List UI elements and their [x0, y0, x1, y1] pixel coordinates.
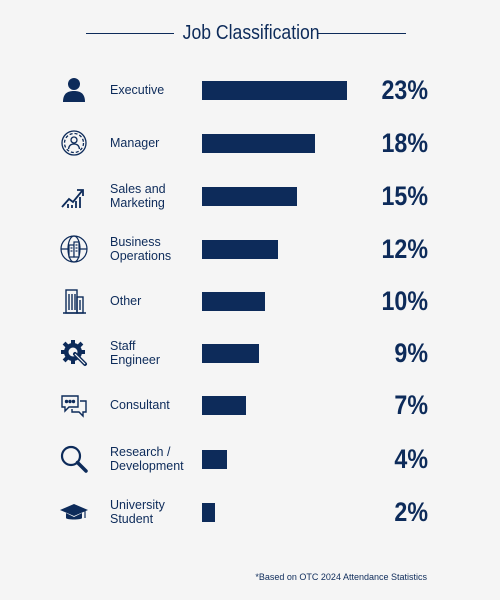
bar: [202, 450, 228, 469]
bar: [202, 396, 247, 415]
category-label: University Student: [110, 498, 165, 526]
title-rule-left: [86, 33, 174, 34]
chart-row: Staff Engineer 9%: [0, 333, 500, 373]
gear-person-icon: [58, 127, 90, 159]
chart-row: Other 10%: [0, 281, 500, 321]
bar: [202, 503, 215, 522]
building-icon: [58, 285, 90, 317]
category-label: Manager: [110, 136, 160, 150]
chart-row: Consultant 7%: [0, 385, 500, 425]
bar: [202, 134, 316, 153]
category-label: Staff Engineer: [110, 339, 161, 367]
title-rule-right: [318, 33, 406, 34]
category-label: Business Operations: [110, 235, 172, 263]
value-label: 9%: [394, 338, 428, 368]
chat-bubbles-icon: [58, 389, 90, 421]
category-label: Other: [110, 294, 142, 308]
chart-header: Job Classification: [0, 18, 500, 48]
value-label: 15%: [381, 181, 428, 211]
footnote: *Based on OTC 2024 Attendance Statistics: [255, 572, 427, 582]
growth-chart-icon: [58, 180, 90, 212]
bar: [202, 81, 347, 100]
category-label: Research / Development: [110, 445, 184, 473]
chart-row: University Student 2%: [0, 492, 500, 532]
chart-row: Research / Development 4%: [0, 439, 500, 479]
chart-row: Manager 18%: [0, 123, 500, 163]
value-label: 23%: [381, 75, 428, 105]
value-label: 7%: [394, 390, 428, 420]
person-icon: [58, 74, 90, 106]
bar: [202, 240, 278, 259]
globe-buildings-icon: [58, 233, 90, 265]
chart-row: Business Operations 12%: [0, 229, 500, 269]
category-label: Consultant: [110, 398, 170, 412]
chart-row: Sales and Marketing 15%: [0, 176, 500, 216]
graduation-cap-icon: [58, 496, 90, 528]
category-label: Sales and Marketing: [110, 182, 166, 210]
value-label: 4%: [394, 444, 428, 474]
bar: [202, 292, 266, 311]
magnifier-icon: [58, 443, 90, 475]
gear-wrench-icon: [58, 337, 90, 369]
bar: [202, 344, 259, 363]
category-label: Executive: [110, 83, 165, 97]
chart-title: Job Classification: [182, 22, 320, 44]
chart-row: Executive 23%: [0, 70, 500, 110]
value-label: 18%: [381, 128, 428, 158]
bar: [202, 187, 297, 206]
value-label: 12%: [381, 234, 428, 264]
value-label: 2%: [394, 497, 428, 527]
value-label: 10%: [381, 286, 428, 316]
